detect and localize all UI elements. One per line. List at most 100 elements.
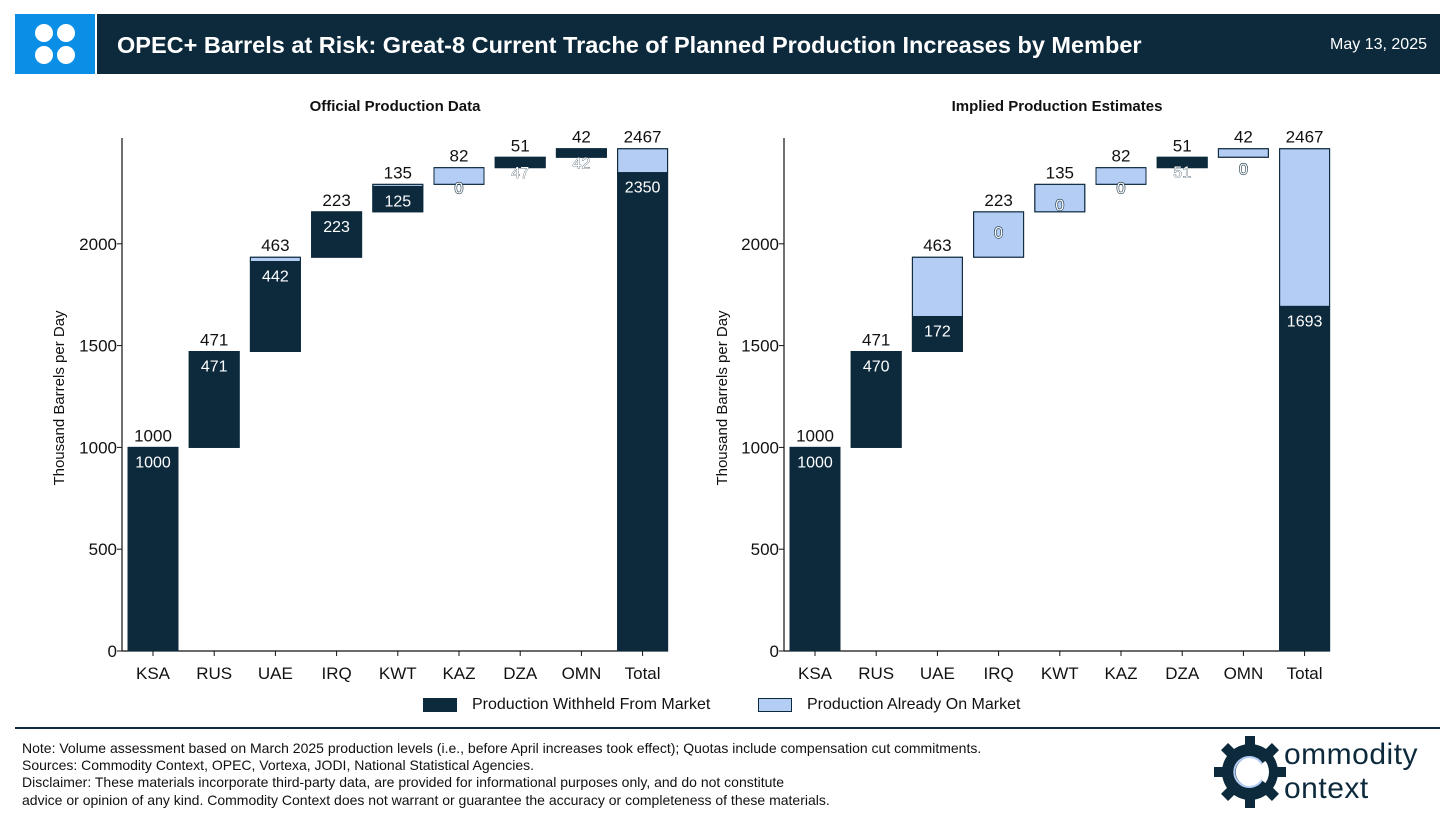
chart-title: Official Production Data: [310, 98, 482, 115]
title-bar: OPEC+ Barrels at Risk: Great-8 Current T…: [97, 14, 1440, 74]
x-tick-label: UAE: [258, 664, 293, 683]
x-tick-label: KWT: [1041, 664, 1079, 683]
x-tick-label: KAZ: [442, 664, 475, 683]
x-tick-label: IRQ: [321, 664, 351, 683]
bar-total-label: 463: [261, 236, 289, 255]
y-tick-label: 500: [751, 540, 779, 559]
bar-total-label: 223: [322, 191, 350, 210]
legend: Production Withheld From Market Producti…: [0, 696, 1456, 716]
sources-text: Sources: Commodity Context, OPEC, Vortex…: [22, 757, 534, 774]
x-tick-label: KAZ: [1104, 664, 1137, 683]
bar-withheld-label: 470: [863, 359, 890, 376]
x-tick-label: DZA: [1165, 664, 1200, 683]
bar-on-market: [973, 211, 1025, 258]
bar-withheld: [617, 172, 669, 652]
charts-area: Official Production Data Thousand Barrels…: [0, 88, 1456, 728]
bar-withheld-label: 0: [1055, 197, 1064, 214]
bar-total-label: 471: [862, 331, 890, 350]
brand-line-2: ontext: [1284, 772, 1369, 805]
brand-logo: ommodity ontext: [1212, 734, 1442, 812]
bar-outline: [911, 256, 963, 353]
bar-withheld-label: 47: [511, 165, 529, 182]
bar-withheld: [372, 185, 424, 213]
bar-on-market: [249, 256, 301, 263]
legend-swatch-withheld: [423, 698, 457, 712]
bar-withheld-label: 2350: [625, 180, 661, 197]
bar-withheld-label: 0: [994, 225, 1003, 242]
bar-withheld: [789, 446, 841, 652]
bar-total-label: 463: [923, 236, 951, 255]
y-axis-label: Thousand Barrels per Day: [714, 310, 731, 486]
x-tick-label: OMN: [562, 664, 602, 683]
bar-total-label: 51: [511, 136, 530, 155]
y-tick-label: 500: [89, 540, 117, 559]
bar-withheld-label: 0: [1239, 162, 1248, 179]
bar-outline: [1095, 167, 1147, 185]
bar-on-market: [1279, 148, 1331, 307]
opec-logo-icon: [35, 24, 75, 64]
bar-total-label: 135: [384, 163, 412, 182]
gear-c-logo-icon: [1214, 736, 1286, 808]
bar-total-label: 51: [1173, 136, 1192, 155]
x-tick-label: RUS: [196, 664, 232, 683]
x-tick-label: IRQ: [983, 664, 1013, 683]
chart-panel-1: Official Production Data Thousand Barrels…: [51, 98, 669, 683]
bar-withheld: [1279, 305, 1331, 652]
y-tick-label: 2000: [741, 235, 779, 254]
charts-svg: Official Production Data Thousand Barrels…: [51, 98, 1331, 683]
bar-withheld-label: 1000: [797, 454, 833, 471]
bar-outline: [555, 148, 607, 158]
y-tick-label: 0: [770, 642, 779, 661]
bar-total-label: 135: [1046, 163, 1074, 182]
report-date: May 13, 2025: [1330, 36, 1427, 53]
y-tick-label: 1000: [741, 438, 779, 457]
bar-total-label: 42: [572, 128, 591, 147]
chart-panel-2: Implied Production Estimates Thousand Bar…: [714, 98, 1331, 683]
bar-outline: [311, 211, 363, 258]
legend-label-withheld: Production Withheld From Market: [472, 696, 711, 713]
bar-total-label: 471: [200, 331, 228, 350]
bar-outline: [433, 167, 485, 185]
bar-total-label: 2467: [1286, 128, 1324, 147]
opec-logo: [15, 14, 95, 74]
y-tick-label: 1500: [741, 337, 779, 356]
disclaimer-line-1: Disclaimer: These materials incorporate …: [22, 774, 785, 791]
x-tick-label: Total: [1287, 664, 1323, 683]
x-tick-label: Total: [625, 664, 661, 683]
x-tick-label: UAE: [920, 664, 955, 683]
chart-title: Implied Production Estimates: [952, 98, 1163, 115]
bar-total-label: 1000: [134, 426, 172, 445]
bar-on-market: [617, 148, 669, 174]
bar-withheld-label: 1000: [135, 454, 171, 471]
y-axis-label: Thousand Barrels per Day: [51, 310, 68, 486]
x-tick-label: DZA: [503, 664, 538, 683]
bar-total-label: 82: [450, 147, 469, 166]
bar-outline: [372, 183, 424, 213]
footer-notes: Note: Volume assessment based on March 2…: [22, 740, 1172, 809]
x-tick-label: RUS: [858, 664, 894, 683]
bar-withheld-label: 1693: [1287, 313, 1323, 330]
bar-total-label: 1000: [796, 426, 834, 445]
page-title: OPEC+ Barrels at Risk: Great-8 Current T…: [117, 32, 1142, 58]
bar-outline: [188, 351, 240, 448]
bar-outline: [1034, 183, 1086, 213]
bar-withheld-label: 125: [384, 193, 411, 210]
bar-on-market: [1217, 148, 1269, 158]
bar-withheld-label: 0: [455, 181, 464, 198]
bar-withheld-label: 172: [924, 323, 951, 340]
bar-withheld-label: 0: [1117, 181, 1126, 198]
bar-outline: [1156, 156, 1208, 169]
y-tick-label: 1500: [79, 337, 117, 356]
bar-withheld-label: 42: [573, 156, 591, 173]
header: OPEC+ Barrels at Risk: Great-8 Current T…: [15, 14, 1440, 74]
x-tick-label: OMN: [1224, 664, 1264, 683]
bar-on-market: [911, 256, 963, 317]
bar-total-label: 223: [984, 191, 1012, 210]
y-tick-label: 0: [108, 642, 117, 661]
bar-outline: [973, 211, 1025, 258]
bar-withheld-label: 223: [323, 219, 350, 236]
bar-total-label: 82: [1112, 147, 1131, 166]
note-text: Note: Volume assessment based on March 2…: [22, 740, 982, 756]
y-tick-label: 1000: [79, 438, 117, 457]
y-tick-label: 2000: [79, 235, 117, 254]
